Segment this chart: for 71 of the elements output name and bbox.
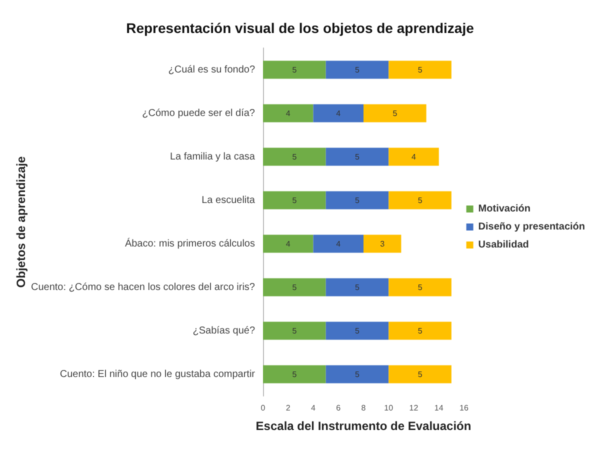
legend-label: Usabilidad — [478, 240, 529, 250]
data-label: 5 — [418, 370, 423, 379]
data-label: 5 — [354, 370, 360, 379]
bar — [263, 234, 314, 253]
data-label: 5 — [354, 282, 360, 292]
y-axis-title: Objetos de aprendizaje — [14, 156, 28, 288]
bar — [388, 60, 452, 79]
data-label: 3 — [380, 239, 386, 248]
bar — [263, 148, 326, 166]
bar — [263, 191, 326, 210]
bar — [364, 104, 426, 122]
data-label: 5 — [354, 152, 360, 162]
data-label: 5 — [418, 282, 423, 292]
y-tick-label: La familia y la casa — [170, 151, 256, 162]
x-tick-label: 12 — [409, 404, 419, 412]
data-label: 5 — [418, 65, 423, 74]
data-label: 5 — [292, 152, 298, 162]
x-tick-label: 0 — [260, 404, 266, 412]
y-tick-label: Cuento: ¿Cómo se hacen los colores del arco iris? — [31, 282, 256, 293]
bar — [326, 322, 389, 340]
bar — [326, 60, 389, 79]
bar — [388, 148, 439, 166]
data-label: 5 — [418, 326, 423, 336]
data-label: 4 — [336, 108, 342, 118]
legend-label: Diseño y presentación — [478, 222, 586, 232]
x-tick-label: 8 — [361, 404, 366, 412]
data-label: 5 — [292, 370, 298, 379]
data-label: 5 — [392, 108, 398, 118]
bar — [263, 104, 314, 122]
y-tick-label: La escuelita — [202, 194, 256, 206]
data-label: 4 — [412, 152, 417, 162]
y-tick-label: Ábaco: mis primeros cálculos — [124, 237, 255, 250]
legend-label: Motivación — [478, 204, 531, 214]
x-tick-label: 6 — [336, 404, 342, 412]
data-label: 5 — [292, 196, 298, 205]
y-tick-label: ¿Cómo puede ser el día? — [142, 108, 256, 119]
data-label: 5 — [292, 65, 298, 74]
bar — [263, 278, 326, 296]
bar — [326, 365, 389, 384]
bar — [388, 278, 452, 296]
data-label: 4 — [336, 239, 342, 248]
x-tick-label: 14 — [434, 404, 444, 412]
data-label: 5 — [354, 196, 360, 205]
x-tick-label: 10 — [384, 404, 394, 412]
bar — [263, 365, 326, 384]
data-label: 5 — [292, 282, 298, 292]
y-tick-label: ¿Cuál es su fondo? — [168, 64, 256, 76]
y-tick-label: ¿Sabías qué? — [192, 325, 256, 336]
data-label: 5 — [418, 196, 423, 205]
bar — [388, 191, 452, 210]
data-label: 5 — [354, 65, 360, 74]
data-label: 5 — [292, 326, 298, 336]
bar — [313, 234, 364, 253]
x-tick-label: 16 — [460, 404, 469, 412]
bar — [263, 322, 326, 340]
chart-title: Representación visual de los objetos de aprendizaje — [126, 20, 474, 36]
bar — [263, 60, 326, 79]
bar — [388, 322, 452, 340]
bar — [388, 365, 452, 384]
bar — [326, 148, 389, 166]
bar — [364, 234, 402, 253]
bar — [326, 191, 389, 210]
x-tick-label: 4 — [311, 404, 316, 412]
data-label: 4 — [286, 239, 291, 248]
data-label: 5 — [354, 326, 360, 336]
data-label: 4 — [286, 108, 291, 118]
bar — [313, 104, 364, 122]
bar — [326, 278, 389, 296]
x-tick-label: 2 — [286, 404, 291, 412]
y-tick-label: Cuento: El niño que no le gustaba compartir — [60, 368, 256, 380]
x-axis-title: Escala del Instrumento de Evaluación — [256, 419, 472, 433]
